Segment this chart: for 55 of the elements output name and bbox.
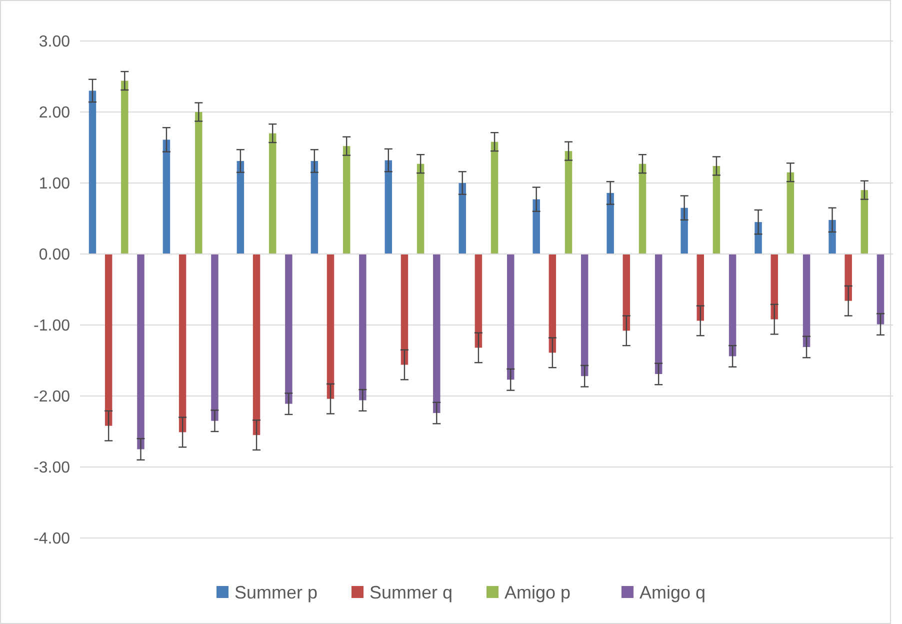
bar	[384, 160, 392, 254]
bar	[285, 254, 292, 404]
bar	[178, 254, 186, 432]
bar	[654, 254, 662, 374]
bar	[507, 254, 514, 380]
bar	[326, 254, 334, 399]
bar	[770, 254, 778, 320]
bar	[712, 166, 720, 254]
bar	[696, 254, 704, 321]
y-tick-label: 0.00	[38, 246, 70, 264]
bar	[121, 80, 128, 254]
bar	[400, 254, 408, 365]
bar	[359, 254, 366, 400]
bar	[622, 254, 630, 331]
bar	[786, 172, 794, 254]
bar	[433, 254, 440, 414]
bar	[268, 133, 276, 254]
bar	[828, 220, 836, 254]
legend-label: Amigo p	[504, 582, 571, 602]
bar	[532, 199, 540, 254]
bar	[606, 192, 614, 254]
y-tick-label: -3.00	[34, 460, 70, 477]
bar	[310, 160, 318, 254]
y-tick-label: -2.00	[34, 388, 70, 406]
legend-label: Amigo q	[640, 582, 706, 602]
bar	[416, 164, 424, 254]
bar	[236, 160, 244, 254]
bar	[88, 90, 96, 254]
bar	[162, 140, 170, 254]
bar	[490, 142, 498, 254]
y-tick-label: 2.00	[38, 104, 70, 122]
y-tick-label: -4.00	[34, 530, 70, 548]
bar	[195, 112, 202, 254]
bar	[211, 254, 218, 421]
bar	[104, 254, 112, 426]
bar	[137, 254, 144, 450]
bar	[680, 208, 688, 254]
bar	[580, 254, 588, 376]
bar	[876, 254, 884, 324]
legend-label: Summer p	[234, 582, 318, 602]
bar	[474, 254, 482, 348]
bar	[342, 146, 350, 254]
bar	[728, 254, 736, 356]
bar	[548, 254, 556, 353]
bar	[844, 254, 852, 301]
bar	[638, 164, 646, 254]
bar	[802, 254, 810, 348]
bar	[860, 190, 868, 254]
legend-label: Summer q	[370, 582, 453, 602]
y-tick-label: 1.00	[38, 176, 70, 193]
bar	[252, 254, 260, 436]
bar	[564, 151, 572, 254]
y-tick-label: -1.00	[34, 318, 70, 335]
y-tick-label: 3.00	[38, 34, 70, 51]
bar	[458, 183, 466, 254]
